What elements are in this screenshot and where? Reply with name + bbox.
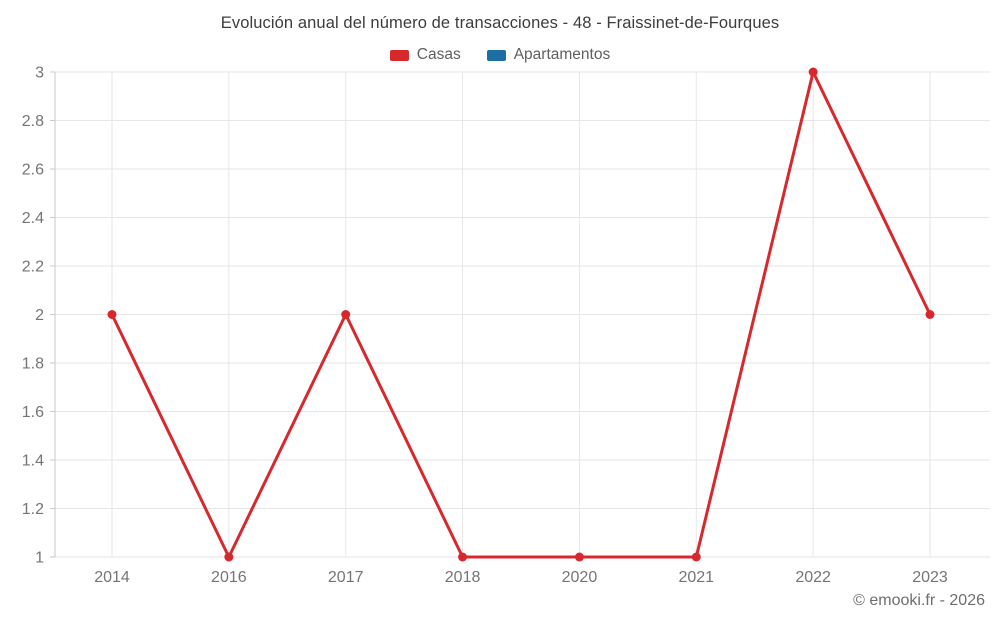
y-axis-label: 1.8 — [22, 356, 44, 373]
x-axis-label: 2017 — [328, 569, 364, 586]
x-axis-label: 2023 — [912, 569, 948, 586]
legend-item-casas[interactable]: Casas — [389, 46, 461, 64]
x-axis-label: 2018 — [445, 569, 481, 586]
series-line-casas — [110, 70, 932, 559]
apartamentos-color-swatch — [486, 49, 506, 61]
y-axis-label: 2.6 — [22, 162, 44, 179]
legend-label-apartamentos: Apartamentos — [513, 46, 611, 63]
x-axis-label: 2020 — [562, 569, 598, 586]
copyright-footer: © emooki.fr - 2026 — [853, 592, 985, 609]
y-axis-label: 3 — [35, 65, 44, 82]
data-point-casas-2018[interactable] — [458, 552, 468, 562]
y-axis-label: 1.2 — [22, 501, 44, 518]
chart-legend: Casas Apartamentos — [0, 46, 1000, 64]
data-point-casas-2023[interactable] — [925, 310, 935, 319]
y-axis-label: 2.2 — [22, 259, 44, 276]
chart-title: Evolución anual del número de transaccio… — [220, 14, 780, 32]
x-axis-label: 2022 — [795, 569, 831, 586]
data-point-casas-2016[interactable] — [224, 552, 234, 562]
x-axis-label: 2014 — [94, 569, 130, 586]
y-axis-label: 1.6 — [22, 404, 44, 421]
data-point-casas-2021[interactable] — [691, 552, 701, 562]
data-point-casas-2020[interactable] — [574, 552, 584, 562]
x-axis-label: 2021 — [678, 569, 714, 586]
data-point-casas-2022[interactable] — [808, 67, 818, 77]
legend-item-apartamentos[interactable]: Apartamentos — [486, 46, 611, 64]
data-point-casas-2014[interactable] — [107, 310, 117, 319]
data-point-casas-2017[interactable] — [341, 310, 351, 319]
y-axis-label: 2.8 — [22, 113, 44, 130]
y-axis-label: 1 — [35, 550, 44, 567]
casas-color-swatch — [389, 49, 409, 61]
y-axis-label: 2 — [35, 307, 44, 324]
y-axis-label: 1.4 — [22, 453, 44, 470]
x-axis-label: 2016 — [211, 569, 247, 586]
y-axis-label: 2.4 — [22, 210, 44, 227]
legend-label-casas: Casas — [416, 46, 461, 63]
